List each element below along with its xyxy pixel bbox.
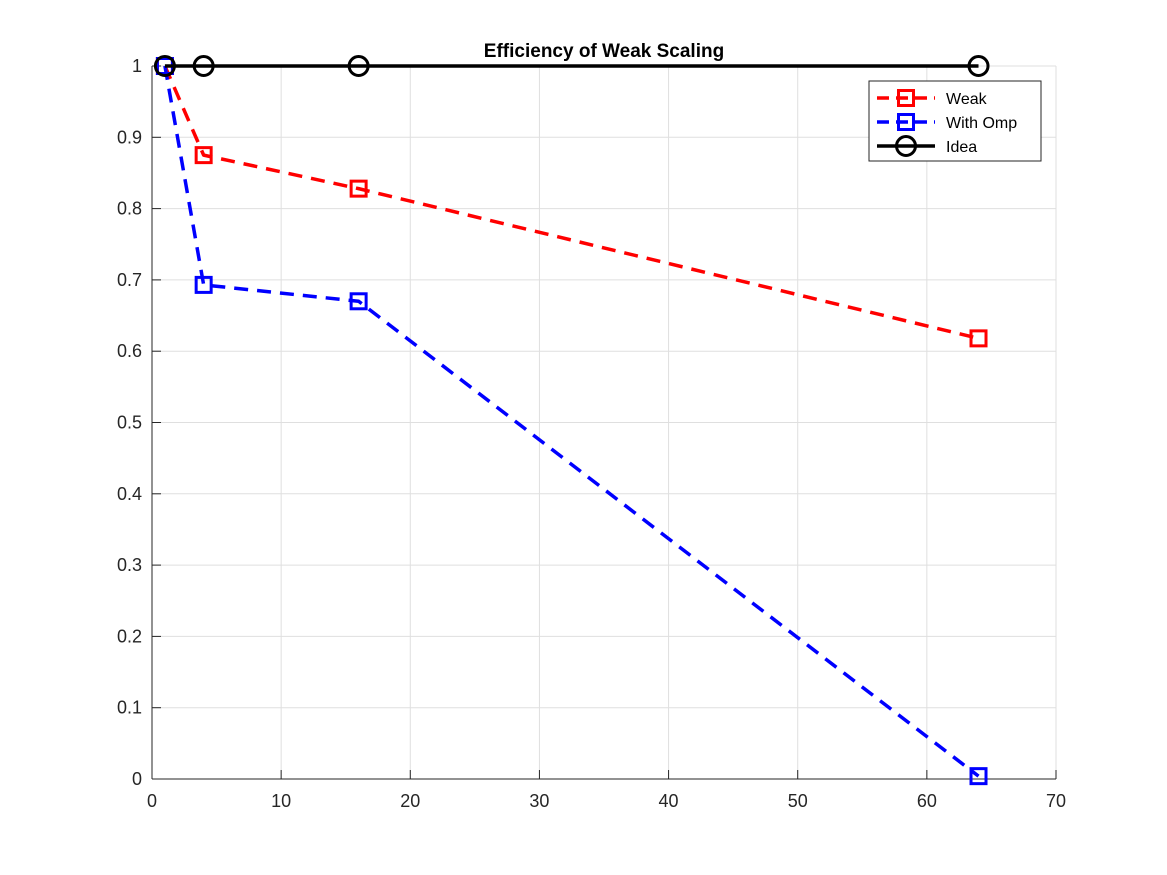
series-line-with-omp [163,65,980,778]
legend-marker-with-omp [897,113,915,131]
series-line-weak [163,65,979,341]
y-tick-label: 0.8 [117,199,142,219]
y-tick-label: 0.5 [117,413,142,433]
x-tick-label: 10 [271,791,291,811]
plot-area: 0 10 20 30 40 50 60 70 0 0.1 0.2 0.3 0.4 0.5 0.6 0.7 0.8… [117,55,1066,811]
series-with-omp [155,57,988,786]
data-point-idea [967,55,990,77]
data-point-with-omp [194,275,213,294]
legend-label-with-omp: With Omp [946,115,1017,132]
y-tick-label: 0.3 [117,555,142,575]
data-point-idea [347,55,370,77]
y-tick-label: 0 [132,769,142,789]
data-point-weak [194,146,213,165]
data-point-with-omp [969,767,988,786]
y-tick-label: 0.7 [117,270,142,290]
legend-label-weak: Weak [946,91,988,108]
legend-label-idea: Idea [946,139,977,156]
series-idea [153,55,990,77]
x-tick-label: 40 [659,791,679,811]
data-point-idea [192,55,215,77]
x-tick-label: 20 [400,791,420,811]
data-point-weak [969,329,988,348]
data-point-with-omp [349,292,368,311]
y-tick-label: 0.9 [117,127,142,147]
series-layer [153,55,990,786]
x-tick-label: 30 [529,791,549,811]
y-tick-label: 0.4 [117,484,142,504]
legend-marker-weak [897,89,915,107]
legend-entry-weak: Weak [877,89,988,108]
legend-marker-idea [895,135,917,157]
y-tick-label: 0.2 [117,626,142,646]
legend-entry-with-omp: With Omp [877,113,1017,132]
x-tick-label: 50 [788,791,808,811]
x-tick-label: 0 [147,791,157,811]
data-point-idea [153,55,176,77]
legend: Weak With Omp Idea [868,80,1042,162]
tick-labels: 0 10 20 30 40 50 60 70 0 0.1 0.2 0.3 0.4 0.5 0.6 0.7 0.8… [117,56,1066,811]
data-point-weak [349,179,368,198]
x-tick-label: 60 [917,791,937,811]
legend-entry-idea: Idea [877,135,977,157]
grid [152,66,1056,779]
y-tick-label: 0.6 [117,341,142,361]
y-tick-label: 1 [132,56,142,76]
x-tick-label: 70 [1046,791,1066,811]
chart-title: Efficiency of Weak Scaling [484,41,724,62]
y-tick-label: 0.1 [117,698,142,718]
